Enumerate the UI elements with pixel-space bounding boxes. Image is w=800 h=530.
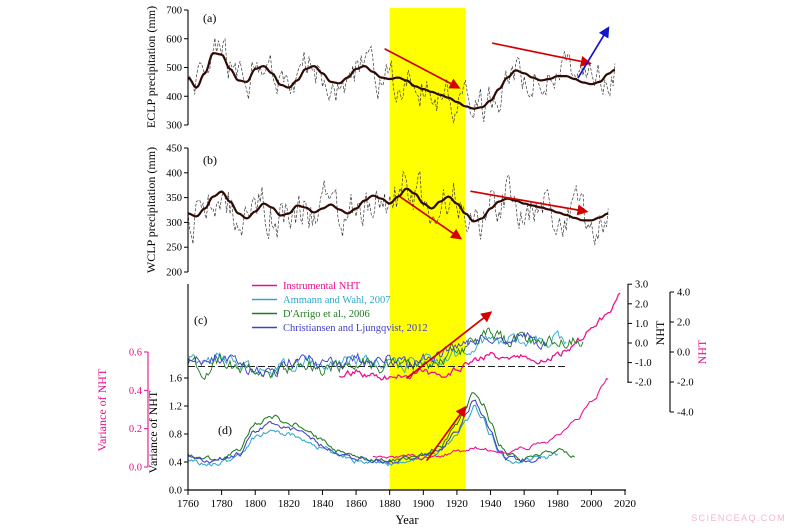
nht-outer-label: NHT bbox=[695, 339, 709, 364]
svg-text:1920: 1920 bbox=[446, 498, 469, 510]
svg-text:300: 300 bbox=[166, 218, 182, 229]
svg-text:0.4: 0.4 bbox=[129, 386, 143, 397]
svg-text:300: 300 bbox=[166, 121, 182, 132]
svg-text:1.6: 1.6 bbox=[169, 374, 182, 385]
svg-text:1840: 1840 bbox=[311, 498, 334, 510]
trend-arrow bbox=[399, 195, 463, 240]
svg-text:1800: 1800 bbox=[244, 498, 267, 510]
svg-text:0.0: 0.0 bbox=[169, 486, 182, 497]
variance-axis-outer: 0.0 0.2 0.4 0.6 bbox=[129, 347, 149, 474]
svg-text:1980: 1980 bbox=[547, 498, 570, 510]
svg-text:1940: 1940 bbox=[480, 498, 503, 510]
svg-text:-1.0: -1.0 bbox=[635, 358, 652, 369]
legend-label: D'Arrigo et al., 2006 bbox=[283, 309, 370, 320]
svg-text:1860: 1860 bbox=[345, 498, 368, 510]
panel-a-series bbox=[187, 37, 616, 124]
legend: Instrumental NHT Ammann and Wahl, 2007 D'A… bbox=[252, 281, 428, 334]
panel-c-series bbox=[187, 292, 621, 381]
svg-text:500: 500 bbox=[166, 63, 182, 74]
nht-series bbox=[338, 292, 621, 381]
legend-label: Ammann and Wahl, 2007 bbox=[283, 295, 390, 306]
svg-text:1820: 1820 bbox=[278, 498, 301, 510]
svg-text:450: 450 bbox=[166, 144, 182, 155]
variance-series bbox=[187, 392, 575, 463]
panel-a-axis: 300 400 500 600 700 bbox=[166, 6, 189, 132]
trend-arrow bbox=[577, 26, 610, 79]
trend-arrow bbox=[470, 190, 589, 216]
panel-b-axis: 200 250 300 350 400 450 bbox=[166, 144, 189, 279]
svg-text:250: 250 bbox=[166, 243, 182, 254]
variance-inner-label: Variance of NHT bbox=[146, 390, 160, 473]
svg-text:700: 700 bbox=[166, 6, 182, 17]
panel-letters: (a) (b) (c) (d) bbox=[194, 11, 232, 437]
watermark: SCIENCEAQ.COM bbox=[691, 513, 786, 523]
x-axis-title: Year bbox=[395, 513, 419, 527]
svg-text:350: 350 bbox=[166, 193, 182, 204]
legend-label: Instrumental NHT bbox=[283, 281, 361, 292]
wclp-smoothed-line bbox=[187, 187, 609, 223]
svg-text:2.0: 2.0 bbox=[635, 299, 648, 310]
trend-arrow bbox=[492, 42, 592, 67]
svg-text:-4.0: -4.0 bbox=[677, 408, 694, 419]
svg-text:1760: 1760 bbox=[177, 498, 200, 510]
trend-arrow bbox=[426, 405, 467, 462]
svg-text:0.6: 0.6 bbox=[129, 347, 142, 358]
svg-text:400: 400 bbox=[166, 92, 182, 103]
nht-series bbox=[187, 329, 567, 379]
panel-b-series bbox=[187, 170, 609, 246]
svg-text:1780: 1780 bbox=[211, 498, 234, 510]
highlight-band bbox=[389, 8, 466, 490]
svg-text:400: 400 bbox=[166, 168, 182, 179]
wclp-annual-line bbox=[187, 170, 609, 246]
trend-arrow bbox=[405, 311, 493, 379]
svg-text:1.2: 1.2 bbox=[169, 402, 182, 413]
trend-arrows bbox=[384, 26, 610, 462]
eclp-annual-line bbox=[187, 37, 616, 124]
svg-text:-2.0: -2.0 bbox=[635, 378, 652, 389]
svg-text:0.2: 0.2 bbox=[129, 424, 142, 435]
eclp-smoothed-line bbox=[187, 51, 616, 110]
svg-text:-2.0: -2.0 bbox=[677, 378, 694, 389]
x-axis: 1760 1780 1800 1820 1840 1860 1880 1900 1920 1940… bbox=[177, 489, 637, 527]
variance-outer-label: Variance of NHT bbox=[95, 368, 109, 451]
svg-text:4.0: 4.0 bbox=[677, 288, 690, 299]
svg-text:2020: 2020 bbox=[614, 498, 637, 510]
legend-label: Christiansen and Ljungqvist, 2012 bbox=[283, 323, 428, 334]
svg-text:1.0: 1.0 bbox=[635, 319, 648, 330]
trend-arrow bbox=[384, 48, 461, 89]
panel-d-series bbox=[187, 377, 609, 467]
variance-series bbox=[372, 377, 609, 461]
svg-text:1880: 1880 bbox=[379, 498, 402, 510]
variance-series bbox=[187, 399, 542, 465]
nht-inner-label: NHT bbox=[653, 320, 667, 345]
nht-series bbox=[187, 331, 547, 378]
nht-axis-outer: -4.0 -2.0 0.0 2.0 4.0 bbox=[669, 288, 694, 419]
svg-text:1960: 1960 bbox=[513, 498, 536, 510]
svg-text:0.0: 0.0 bbox=[129, 463, 142, 474]
svg-text:600: 600 bbox=[166, 34, 182, 45]
svg-text:(b): (b) bbox=[203, 153, 217, 167]
nht-axis-inner: -2.0 -1.0 0.0 1.0 2.0 3.0 bbox=[627, 280, 652, 389]
svg-text:(d): (d) bbox=[218, 423, 232, 437]
svg-text:(a): (a) bbox=[203, 11, 216, 25]
svg-text:0.0: 0.0 bbox=[635, 339, 648, 350]
variance-axis-inner: 0.0 0.4 0.8 1.2 1.6 bbox=[169, 284, 189, 497]
svg-text:200: 200 bbox=[166, 268, 182, 279]
svg-text:0.8: 0.8 bbox=[169, 430, 182, 441]
svg-text:0.4: 0.4 bbox=[169, 458, 183, 469]
panel-a-ylabel: ECLP precipitation (mm) bbox=[144, 6, 158, 128]
svg-text:1900: 1900 bbox=[412, 498, 435, 510]
svg-text:(c): (c) bbox=[194, 313, 207, 327]
panel-b-ylabel: WCLP precipitation (mm) bbox=[144, 147, 158, 273]
svg-text:2.0: 2.0 bbox=[677, 318, 690, 329]
svg-text:3.0: 3.0 bbox=[635, 280, 648, 291]
svg-text:0.0: 0.0 bbox=[677, 348, 690, 359]
svg-text:2000: 2000 bbox=[580, 498, 603, 510]
nht-series bbox=[187, 327, 584, 380]
